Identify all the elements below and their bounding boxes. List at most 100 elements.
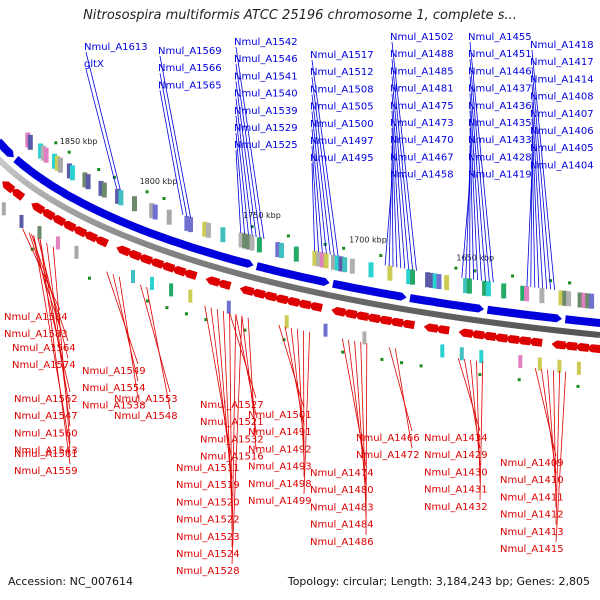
feature-block bbox=[466, 278, 472, 294]
feature-block bbox=[558, 290, 564, 306]
feature-block bbox=[589, 293, 595, 309]
feature-block bbox=[69, 165, 75, 181]
label-leader-line bbox=[461, 179, 471, 278]
reverse-gene-arrow bbox=[493, 333, 508, 343]
reverse-gene-arrow bbox=[377, 315, 392, 326]
label-leader-line bbox=[303, 330, 305, 477]
gene-label-bottom: Nmul_A1560 bbox=[14, 428, 78, 439]
label-leader-line bbox=[311, 163, 315, 252]
label-leader-line bbox=[360, 342, 367, 518]
gene-label-top: Nmul_A1485 bbox=[390, 66, 454, 77]
gene-label-top: Nmul_A1565 bbox=[158, 80, 222, 91]
label-leader-line bbox=[235, 98, 253, 236]
label-leader-line bbox=[391, 93, 406, 269]
feature-blocks bbox=[1, 132, 595, 388]
gene-label-top: Nmul_A1495 bbox=[310, 153, 374, 164]
gene-label-bottom: Nmul_A1523 bbox=[176, 532, 240, 543]
label-leader-line bbox=[365, 343, 368, 535]
label-leader-line bbox=[470, 359, 481, 466]
label-leader-line bbox=[555, 370, 560, 525]
gene-label-bottom: Nmul_A1499 bbox=[248, 496, 312, 507]
feature-block bbox=[19, 214, 24, 228]
feature-block bbox=[323, 323, 328, 337]
feature-block bbox=[149, 203, 155, 219]
label-leader-line bbox=[476, 360, 481, 483]
label-leader-line bbox=[159, 90, 184, 215]
feature-block bbox=[537, 357, 542, 371]
gene-label-top: Nmul_A1475 bbox=[390, 101, 454, 112]
feature-block bbox=[334, 255, 340, 271]
feature-block bbox=[520, 285, 526, 301]
feature-block bbox=[184, 215, 190, 231]
label-leader-line bbox=[146, 286, 171, 410]
reverse-gene-arrow bbox=[481, 331, 497, 341]
gene-label-top: Nmul_A1433 bbox=[468, 135, 532, 146]
label-leader-line bbox=[278, 324, 305, 409]
gene-label-top: Nmul_A1541 bbox=[234, 71, 298, 82]
gene-label-top: Nmul_A1435 bbox=[468, 118, 532, 129]
label-leader-line bbox=[235, 81, 257, 238]
gene-label-bottom: Nmul_A1583 bbox=[4, 329, 68, 340]
label-leader-line bbox=[531, 118, 540, 289]
feature-marker bbox=[400, 361, 403, 365]
feature-marker bbox=[576, 384, 580, 388]
feature-block bbox=[169, 283, 174, 297]
label-leader-line bbox=[469, 110, 478, 281]
feature-block bbox=[54, 155, 60, 171]
label-leader-line bbox=[354, 340, 367, 501]
feature-block bbox=[479, 350, 484, 364]
feature-marker bbox=[67, 150, 71, 154]
label-leader-line bbox=[547, 369, 557, 491]
feature-marker bbox=[184, 312, 188, 316]
feature-marker bbox=[379, 254, 383, 257]
feature-block bbox=[43, 147, 49, 163]
reverse-gene-arrow bbox=[273, 294, 289, 305]
feature-block bbox=[440, 344, 445, 358]
gene-label-bottom: Nmul_A1554 bbox=[82, 383, 146, 394]
forward-strand-genes bbox=[0, 138, 600, 327]
gene-label-top: Nmul_A1566 bbox=[158, 63, 222, 74]
label-leader-line bbox=[469, 41, 494, 283]
gene-label-bottom: Nmul_A1574 bbox=[12, 360, 76, 371]
gene-label-top: Nmul_A1417 bbox=[530, 57, 594, 68]
feature-marker bbox=[162, 197, 166, 200]
feature-block bbox=[166, 209, 172, 225]
gene-label-bottom: Nmul_A1538 bbox=[82, 400, 146, 411]
gene-label-top: Nmul_A1470 bbox=[390, 135, 454, 146]
gene-label-bottom: Nmul_A1527 bbox=[200, 400, 264, 411]
feature-marker bbox=[473, 269, 477, 273]
gene-label-bottom: Nmul_A1480 bbox=[310, 485, 374, 496]
gene-label-top: Nmul_A1458 bbox=[390, 170, 454, 181]
label-leader-line bbox=[311, 77, 335, 256]
feature-marker bbox=[568, 281, 572, 285]
feature-marker bbox=[454, 266, 458, 270]
reverse-gene-arrow bbox=[516, 336, 532, 346]
feature-marker bbox=[282, 338, 286, 342]
gene-label-top: Nmul_A1405 bbox=[530, 143, 594, 154]
reverse-gene-arrow bbox=[505, 334, 520, 345]
label-leader-line bbox=[159, 55, 191, 218]
feature-block bbox=[459, 347, 464, 361]
label-leader-line bbox=[531, 49, 555, 290]
feature-marker bbox=[286, 234, 290, 238]
gene-label-top: Nmul_A1525 bbox=[234, 140, 298, 151]
gene-label-bottom: Nmul_A1415 bbox=[500, 544, 564, 555]
reverse-gene-arrow bbox=[400, 319, 416, 330]
gene-label-bottom: Nmul_A1413 bbox=[500, 527, 564, 538]
label-leader-line bbox=[388, 347, 413, 432]
gene-label-bottom: Nmul_A1411 bbox=[500, 492, 564, 503]
label-leader-line bbox=[39, 239, 71, 465]
gene-label-bottom: Nmul_A1561 bbox=[14, 449, 78, 460]
feature-block bbox=[131, 270, 135, 283]
label-leader-line bbox=[33, 235, 71, 393]
label-leader-line bbox=[229, 312, 233, 530]
gene-label-bottom: Nmul_A1562 bbox=[14, 394, 78, 405]
reverse-gene-arrow bbox=[563, 341, 578, 351]
feature-block bbox=[115, 188, 121, 204]
gene-label-bottom: Nmul_A1511 bbox=[176, 463, 240, 474]
reverse-gene-arrow bbox=[365, 313, 381, 324]
label-leader-line bbox=[231, 315, 243, 565]
label-leader-line bbox=[391, 59, 413, 271]
feature-marker bbox=[511, 274, 515, 278]
gene-label-top: gltX bbox=[84, 59, 104, 70]
